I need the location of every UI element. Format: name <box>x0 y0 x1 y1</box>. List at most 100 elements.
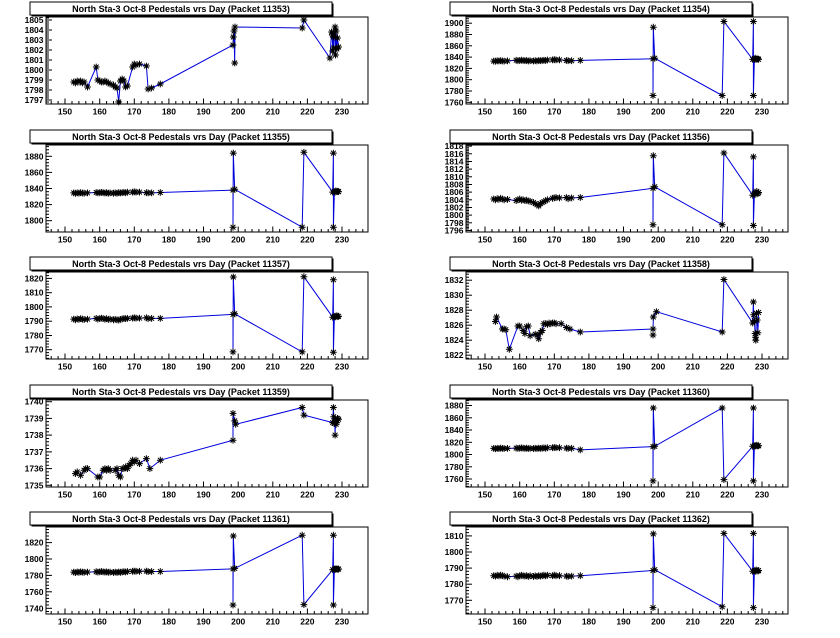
x-tick-label: 170 <box>127 489 141 499</box>
x-tick-label: 170 <box>547 362 561 372</box>
y-tick-label: 1800 <box>25 554 44 564</box>
x-tick-label: 150 <box>58 106 72 116</box>
y-axis: 1796179818001802180418061808181018121814… <box>445 141 473 235</box>
data-points <box>70 148 342 231</box>
y-tick-label: 1740 <box>25 604 44 614</box>
x-tick-label: 230 <box>755 234 769 244</box>
data-line <box>493 532 759 609</box>
x-tick-label: 150 <box>478 234 492 244</box>
x-tick-label: 150 <box>58 234 72 244</box>
x-tick-label: 200 <box>651 106 665 116</box>
y-tick-label: 1810 <box>445 531 464 541</box>
y-tick-label: 1780 <box>25 571 44 581</box>
title-box <box>29 1 333 16</box>
y-tick-label: 1820 <box>445 437 464 447</box>
x-tick-label: 160 <box>93 362 107 372</box>
x-tick-label: 170 <box>547 106 561 116</box>
x-tick-label: 210 <box>686 362 700 372</box>
x-tick-label: 170 <box>127 106 141 116</box>
plot-frame <box>45 526 369 615</box>
plot-title: North Sta-3 Oct-8 Pedestals vrs Day (Pac… <box>492 514 710 524</box>
y-tick-label: 1800 <box>445 210 464 220</box>
plot-title: North Sta-3 Oct-8 Pedestals vrs Day (Pac… <box>72 132 290 142</box>
x-tick-label: 160 <box>93 234 107 244</box>
data-points <box>72 403 342 481</box>
y-axis: 1800 1820 1840 1860 1880 <box>25 145 53 231</box>
chart-panel: 150 160 170 180 190 200 210 220 230 1800 1820 1840 1… <box>0 127 420 256</box>
x-tick-label: 230 <box>335 617 349 627</box>
x-tick-label: 170 <box>547 617 561 627</box>
x-tick-label: 150 <box>58 617 72 627</box>
x-tick-label: 200 <box>231 106 245 116</box>
y-tick-label: 1803 <box>25 35 44 45</box>
x-tick-label: 160 <box>513 489 527 499</box>
x-tick-label: 230 <box>335 489 349 499</box>
plot-frame <box>465 399 789 488</box>
plot-frame <box>465 144 789 233</box>
data-line <box>73 18 340 103</box>
chart-svg: 150 160 170 180 190 200 210 220 2301735173617371… <box>25 384 369 499</box>
x-axis: 150 160 170 180 190 200 210 220 230 <box>470 353 784 372</box>
x-tick-label: 210 <box>686 106 700 116</box>
x-tick-label: 190 <box>196 617 210 627</box>
chart-panel: 150 160 170 180 190 200 210 220 230 1770 1780 1790 1… <box>0 255 420 383</box>
plot-title: North Sta-3 Oct-8 Pedestals vrs Day (Pac… <box>72 387 290 397</box>
y-tick-label: 1804 <box>25 25 44 35</box>
y-tick-label: 1880 <box>445 400 464 410</box>
y-tick-label: 1800 <box>25 65 44 75</box>
chart-svg: 150 160 170 180 190 200 210 220 2301800182018401… <box>25 129 369 244</box>
y-axis: 1822 1824 1826 1828 1830 1832 <box>445 273 473 360</box>
x-tick-label: 180 <box>162 489 176 499</box>
y-axis: 1760 1780 1800 1820 1840 1860 1880 <box>445 399 473 487</box>
x-tick-label: 230 <box>335 106 349 116</box>
x-tick-label: 220 <box>300 489 314 499</box>
x-tick-label: 180 <box>582 489 596 499</box>
y-tick-label: 1800 <box>25 302 44 312</box>
y-tick-label: 1798 <box>25 85 44 95</box>
chart-svg: 150 160 170 180 190 200 210 220 2301822182418261… <box>445 256 789 372</box>
x-tick-label: 230 <box>755 617 769 627</box>
y-tick-label: 1880 <box>445 29 464 39</box>
x-tick-label: 190 <box>196 362 210 372</box>
chart-svg: 150 160 170 180 190 200 210 220 2301760178018001… <box>445 384 789 499</box>
x-tick-label: 150 <box>478 489 492 499</box>
y-tick-label: 1820 <box>445 63 464 73</box>
x-tick-label: 190 <box>616 362 630 372</box>
data-points <box>492 276 762 353</box>
x-tick-label: 150 <box>478 617 492 627</box>
y-axis: 1770 1780 1790 1800 1810 1820 <box>25 272 53 359</box>
chart-svg: 150 160 170 180 190 200 210 220 2301770178017901… <box>445 511 789 627</box>
x-tick-label: 150 <box>478 362 492 372</box>
data-line <box>73 275 339 353</box>
y-axis: 1770 1780 1790 1800 1810 <box>445 529 473 615</box>
plot-title: North Sta-3 Oct-8 Pedestals vrs Day (Pac… <box>492 259 710 269</box>
y-tick-label: 1808 <box>445 179 464 189</box>
y-tick-label: 1799 <box>25 75 44 85</box>
y-tick-label: 1826 <box>445 320 464 330</box>
data-points <box>490 149 762 229</box>
x-tick-label: 170 <box>547 489 561 499</box>
x-tick-label: 200 <box>231 489 245 499</box>
data-points <box>490 530 762 612</box>
x-tick-label: 220 <box>720 489 734 499</box>
y-tick-label: 1812 <box>445 164 464 174</box>
x-tick-label: 160 <box>513 617 527 627</box>
chart-panel: 150 160 170 180 190 200 210 220 230 1822 1824 1826 1… <box>420 255 840 383</box>
x-axis: 150 160 170 180 190 200 210 220 230 <box>50 353 364 372</box>
x-tick-label: 210 <box>266 362 280 372</box>
plot-title: North Sta-3 Oct-8 Pedestals vrs Day (Pac… <box>72 514 290 524</box>
x-tick-label: 200 <box>231 362 245 372</box>
plot-frame <box>45 399 369 488</box>
y-tick-label: 1880 <box>25 151 44 161</box>
title-box <box>29 511 333 526</box>
x-tick-label: 160 <box>513 234 527 244</box>
x-tick-label: 210 <box>686 234 700 244</box>
x-tick-label: 160 <box>93 489 107 499</box>
x-tick-label: 190 <box>616 617 630 627</box>
y-tick-label: 1798 <box>445 217 464 227</box>
x-tick-label: 190 <box>616 234 630 244</box>
title-box <box>29 129 333 144</box>
data-points <box>70 532 342 609</box>
